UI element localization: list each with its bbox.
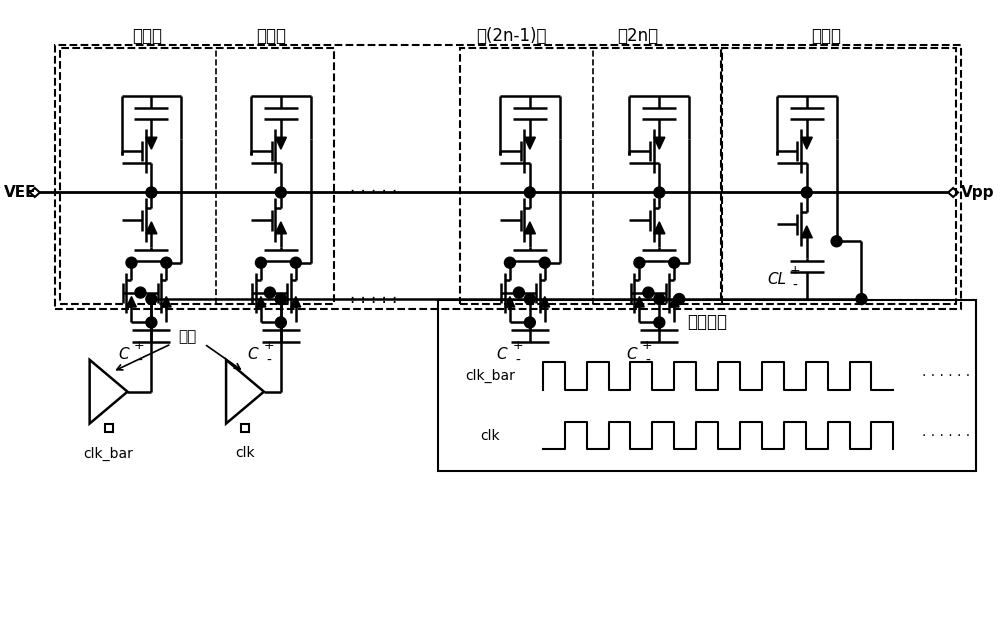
Text: · · · · ·: · · · · · — [350, 184, 397, 201]
Text: -: - — [137, 354, 142, 368]
Circle shape — [126, 257, 137, 268]
Circle shape — [146, 293, 157, 305]
Circle shape — [674, 293, 685, 305]
Polygon shape — [540, 297, 550, 307]
Text: · · · · ·: · · · · · — [350, 290, 397, 308]
Text: 第一级: 第一级 — [132, 27, 162, 45]
Polygon shape — [256, 297, 266, 307]
Circle shape — [255, 257, 266, 268]
Circle shape — [654, 317, 665, 328]
Circle shape — [513, 287, 524, 298]
Circle shape — [634, 257, 645, 268]
Text: C: C — [118, 347, 129, 362]
Polygon shape — [524, 137, 535, 149]
Circle shape — [146, 187, 157, 198]
Polygon shape — [275, 222, 286, 234]
Polygon shape — [524, 222, 535, 234]
Text: 输出级: 输出级 — [812, 27, 842, 45]
Text: Vpp: Vpp — [961, 185, 995, 200]
Circle shape — [801, 187, 812, 198]
Text: +: + — [789, 264, 800, 277]
Polygon shape — [127, 297, 136, 307]
Polygon shape — [146, 222, 157, 234]
Text: -: - — [792, 279, 797, 293]
Polygon shape — [654, 222, 665, 234]
Circle shape — [275, 293, 286, 305]
Text: 时钟时序: 时钟时序 — [687, 313, 727, 331]
Text: · · · · ·: · · · · · — [350, 294, 397, 312]
Text: +: + — [513, 339, 523, 352]
Circle shape — [264, 287, 275, 298]
Circle shape — [135, 287, 146, 298]
Text: -: - — [266, 354, 271, 368]
Text: -: - — [515, 354, 520, 368]
Text: · · · · · ·: · · · · · · — [922, 369, 970, 382]
Circle shape — [146, 317, 157, 328]
Circle shape — [539, 257, 550, 268]
Polygon shape — [505, 297, 515, 307]
Text: clk_bar: clk_bar — [465, 369, 515, 383]
Text: 第二级: 第二级 — [256, 27, 286, 45]
Circle shape — [275, 187, 286, 198]
Circle shape — [290, 257, 301, 268]
Text: · · · · · ·: · · · · · · — [922, 428, 970, 443]
Circle shape — [856, 293, 867, 305]
Text: C: C — [248, 347, 258, 362]
Polygon shape — [291, 297, 301, 307]
Polygon shape — [669, 297, 679, 307]
Polygon shape — [801, 226, 812, 238]
Circle shape — [504, 257, 515, 268]
Text: -: - — [645, 354, 650, 368]
Circle shape — [654, 293, 665, 305]
Circle shape — [669, 257, 680, 268]
Text: +: + — [134, 339, 145, 352]
Text: C: C — [497, 347, 507, 362]
Text: VEE: VEE — [4, 185, 36, 200]
Circle shape — [643, 287, 654, 298]
Circle shape — [275, 317, 286, 328]
Text: clk: clk — [480, 428, 500, 443]
Circle shape — [524, 317, 535, 328]
Text: clk: clk — [235, 446, 255, 460]
Polygon shape — [161, 297, 171, 307]
Polygon shape — [635, 297, 644, 307]
Text: +: + — [642, 339, 653, 352]
Text: 第(2n-1)级: 第(2n-1)级 — [477, 27, 547, 45]
Text: C: C — [626, 347, 637, 362]
Text: 驱动: 驱动 — [178, 329, 196, 344]
Polygon shape — [275, 137, 286, 149]
Circle shape — [524, 187, 535, 198]
Circle shape — [831, 236, 842, 247]
Text: CL: CL — [767, 271, 786, 287]
Text: clk_bar: clk_bar — [84, 446, 133, 460]
Circle shape — [654, 187, 665, 198]
Polygon shape — [146, 137, 157, 149]
Circle shape — [524, 293, 535, 305]
Circle shape — [161, 257, 172, 268]
Text: +: + — [264, 339, 274, 352]
Polygon shape — [654, 137, 665, 149]
Text: 第2n级: 第2n级 — [617, 27, 658, 45]
Polygon shape — [801, 137, 812, 149]
Circle shape — [275, 293, 286, 305]
